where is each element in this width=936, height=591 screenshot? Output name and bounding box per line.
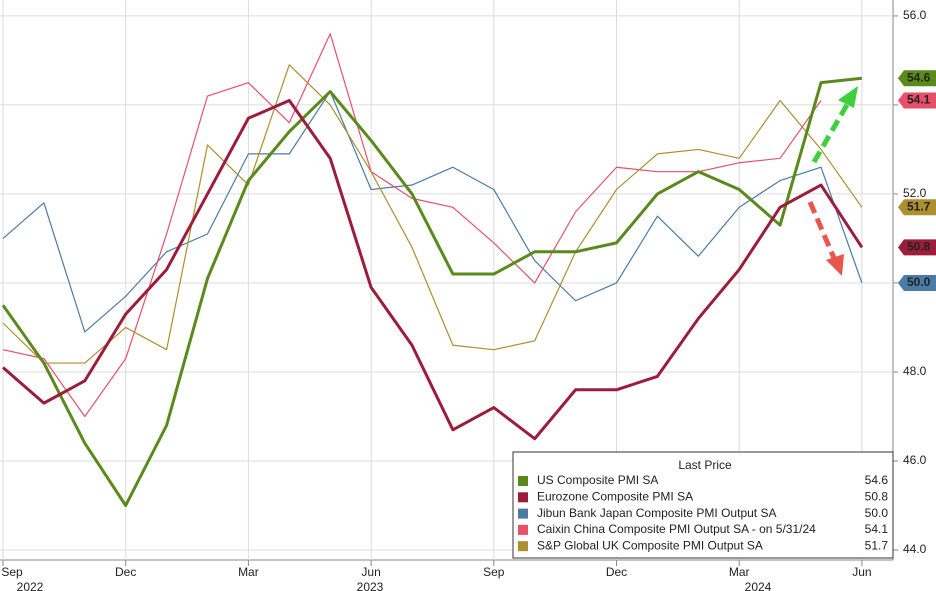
last-price-tag bbox=[898, 92, 936, 109]
last-price-label: 51.7 bbox=[907, 199, 931, 213]
x-tick-label: Mar bbox=[729, 565, 750, 579]
last-price-tag bbox=[898, 274, 936, 291]
legend: Last Price US Composite PMI SA 54.6 Eurozo… bbox=[512, 451, 894, 559]
x-tick-label: Dec bbox=[115, 565, 136, 579]
x-tick-label: Sep bbox=[483, 565, 505, 579]
legend-value: 54.6 bbox=[865, 473, 889, 487]
lines bbox=[1, 33, 864, 507]
legend-name: US Composite PMI SA bbox=[537, 473, 658, 487]
year-label: 2024 bbox=[745, 580, 772, 591]
legend-value: 50.0 bbox=[865, 506, 889, 520]
last-price-tag bbox=[898, 70, 936, 87]
legend-box bbox=[512, 451, 894, 559]
last-price-tag bbox=[898, 239, 936, 256]
series-line bbox=[2, 98, 864, 441]
arrow-down bbox=[807, 201, 844, 276]
y-tick-label: 44.0 bbox=[903, 542, 927, 556]
y-tick-label: 46.0 bbox=[903, 453, 927, 467]
legend-name: S&P Global UK Composite PMI Output SA bbox=[537, 538, 763, 552]
legend-swatch bbox=[518, 492, 528, 503]
last-price-label: 50.0 bbox=[907, 275, 931, 289]
series-line bbox=[2, 64, 863, 364]
legend-swatch bbox=[518, 508, 528, 519]
year-label: 2023 bbox=[357, 580, 384, 591]
series-line bbox=[2, 90, 863, 333]
x-tick-label: Jun bbox=[361, 565, 380, 579]
x-tick-label: Sep bbox=[1, 565, 23, 579]
x-tick-label: Jun bbox=[852, 565, 871, 579]
last-price-label: 50.8 bbox=[907, 240, 931, 254]
last-price-tag bbox=[898, 199, 936, 216]
series-line bbox=[2, 33, 822, 418]
legend-value: 54.1 bbox=[865, 522, 889, 536]
x-tick-label: Mar bbox=[238, 565, 259, 579]
legend-value: 51.7 bbox=[865, 538, 889, 552]
last-price-tags: 54.6 50.8 50.0 54.1 51.7 bbox=[898, 70, 936, 291]
y-tick-label: 48.0 bbox=[903, 364, 927, 378]
y-tick-label: 56.0 bbox=[903, 8, 927, 22]
last-price-label: 54.1 bbox=[907, 93, 931, 107]
legend-swatch bbox=[518, 541, 528, 552]
legend-name: Eurozone Composite PMI SA bbox=[537, 489, 693, 503]
y-tick-label: 52.0 bbox=[903, 186, 927, 200]
legend-swatch bbox=[518, 476, 528, 486]
last-price-label: 54.6 bbox=[907, 70, 931, 84]
year-label: 2022 bbox=[17, 580, 44, 591]
legend-value: 50.8 bbox=[865, 489, 889, 503]
legend-title: Last Price bbox=[678, 458, 732, 472]
legend-swatch bbox=[518, 524, 528, 535]
legend-name: Caixin China Composite PMI Output SA - o… bbox=[537, 522, 816, 536]
x-tick-label: Dec bbox=[606, 565, 627, 579]
legend-name: Jibun Bank Japan Composite PMI Output SA bbox=[537, 506, 776, 520]
arrow-up bbox=[811, 86, 858, 164]
series-line bbox=[1, 76, 863, 507]
